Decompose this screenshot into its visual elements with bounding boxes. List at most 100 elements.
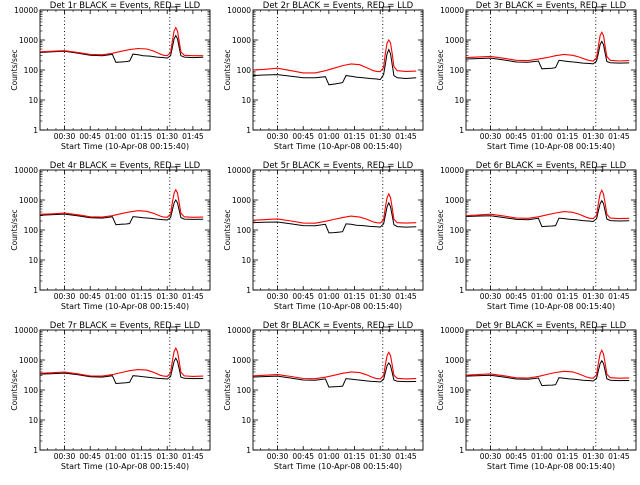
y-tick-label: 10000 <box>227 166 251 175</box>
y-tick-label: 1000 <box>19 196 38 205</box>
events-series-line <box>253 48 417 86</box>
y-tick-label: 1000 <box>232 196 251 205</box>
x-tick-label: 01:00 <box>105 452 127 461</box>
events-series-line <box>253 201 417 234</box>
x-tick-label: 01:45 <box>182 132 204 141</box>
y-tick-label: 100 <box>450 226 465 235</box>
lld-series-line <box>40 26 204 57</box>
y-tick-label: 1 <box>246 286 251 295</box>
x-tick-label: 00:45 <box>505 292 527 301</box>
interval-marker <box>169 326 178 332</box>
y-axis-label: Counts/sec <box>10 49 19 90</box>
plot-frame <box>465 169 637 291</box>
y-axis-label: Counts/sec <box>436 49 445 90</box>
detector-panel: Det 6r BLACK = Events, RED = LLD 1 10 100 10… <box>436 161 637 311</box>
x-tick-label: 01:00 <box>531 132 553 141</box>
plot-frame <box>252 329 424 451</box>
y-tick-label: 1000 <box>232 36 251 45</box>
y-tick-label: 10000 <box>440 326 464 335</box>
y-tick-label: 100 <box>237 66 252 75</box>
x-axis-label: Start Time (10-Apr-08 00:15:40) <box>487 462 615 471</box>
x-tick-label: 00:45 <box>79 292 101 301</box>
panel-title: Det 7r BLACK = Events, RED = LLD <box>50 321 201 331</box>
y-axis-label: Counts/sec <box>223 49 232 90</box>
x-tick-label: 01:30 <box>582 452 604 461</box>
panel-title: Det 3r BLACK = Events, RED = LLD <box>476 1 627 11</box>
detector-panel: Det 3r BLACK = Events, RED = LLD 1 10 100 10… <box>436 1 637 151</box>
detector-panel: Det 5r BLACK = Events, RED = LLD 1 10 100 10… <box>223 161 424 311</box>
y-tick-label: 10 <box>454 256 464 265</box>
y-tick-label: 10000 <box>440 6 464 15</box>
x-tick-label: 01:15 <box>344 452 366 461</box>
x-tick-label: 00:30 <box>54 452 76 461</box>
y-tick-label: 100 <box>450 66 465 75</box>
x-tick-label: 01:30 <box>156 292 178 301</box>
x-tick-label: 01:15 <box>131 132 153 141</box>
x-tick-label: 01:45 <box>608 292 630 301</box>
events-series-line <box>466 199 630 228</box>
y-tick-label: 100 <box>237 226 252 235</box>
detector-panel: Det 7r BLACK = Events, RED = LLD 1 10 100 10… <box>10 321 211 471</box>
y-tick-label: 1 <box>33 126 38 135</box>
x-tick-label: 01:15 <box>344 292 366 301</box>
panel-title: Det 8r BLACK = Events, RED = LLD <box>263 321 414 331</box>
y-tick-label: 1 <box>246 126 251 135</box>
panel-title: Det 2r BLACK = Events, RED = LLD <box>263 1 414 11</box>
x-axis-label: Start Time (10-Apr-08 00:15:40) <box>274 302 402 311</box>
interval-marker <box>382 326 391 332</box>
x-tick-label: 01:15 <box>557 292 579 301</box>
interval-marker <box>382 166 391 172</box>
x-tick-label: 01:15 <box>131 452 153 461</box>
detector-panel: Det 2r BLACK = Events, RED = LLD 1 10 100 10… <box>223 1 424 151</box>
panel-title: Det 4r BLACK = Events, RED = LLD <box>50 161 201 171</box>
y-axis-label: Counts/sec <box>436 369 445 410</box>
events-series-line <box>253 361 417 388</box>
y-tick-label: 1000 <box>232 356 251 365</box>
x-tick-label: 01:00 <box>531 452 553 461</box>
x-tick-label: 01:45 <box>395 132 417 141</box>
x-tick-label: 01:00 <box>318 452 340 461</box>
x-tick-label: 00:45 <box>505 132 527 141</box>
y-tick-label: 1 <box>33 446 38 455</box>
y-axis-label: Counts/sec <box>223 369 232 410</box>
x-tick-label: 01:30 <box>582 132 604 141</box>
y-tick-label: 10 <box>241 256 251 265</box>
y-tick-label: 1000 <box>445 356 464 365</box>
panel-title: Det 1r BLACK = Events, RED = LLD <box>50 1 201 11</box>
interval-marker <box>595 6 604 12</box>
plot-frame <box>252 9 424 131</box>
y-tick-label: 1000 <box>19 36 38 45</box>
y-tick-label: 1 <box>459 286 464 295</box>
y-tick-label: 10000 <box>14 166 38 175</box>
x-axis-label: Start Time (10-Apr-08 00:15:40) <box>61 142 189 151</box>
x-tick-label: 01:45 <box>182 452 204 461</box>
x-tick-label: 00:45 <box>79 132 101 141</box>
x-tick-label: 00:45 <box>292 452 314 461</box>
interval-marker <box>595 166 604 172</box>
y-tick-label: 10 <box>241 96 251 105</box>
lld-series-line <box>466 31 630 62</box>
lld-series-line <box>253 351 417 380</box>
x-tick-label: 01:00 <box>318 292 340 301</box>
panel-title: Det 5r BLACK = Events, RED = LLD <box>263 161 414 171</box>
x-tick-label: 00:45 <box>505 452 527 461</box>
y-tick-label: 100 <box>237 386 252 395</box>
x-tick-label: 01:45 <box>395 452 417 461</box>
x-tick-label: 01:45 <box>608 132 630 141</box>
x-tick-label: 00:30 <box>480 452 502 461</box>
lld-series-line <box>253 38 417 74</box>
x-tick-label: 01:45 <box>395 292 417 301</box>
events-series-line <box>40 357 204 385</box>
plot-frame <box>465 9 637 131</box>
x-axis-label: Start Time (10-Apr-08 00:15:40) <box>487 302 615 311</box>
lld-series-line <box>253 192 417 224</box>
plot-frame <box>39 329 211 451</box>
y-tick-label: 10 <box>28 96 38 105</box>
x-tick-label: 01:15 <box>557 132 579 141</box>
y-tick-label: 100 <box>24 386 39 395</box>
lld-series-line <box>40 188 204 218</box>
x-tick-label: 00:30 <box>480 132 502 141</box>
x-tick-label: 01:00 <box>105 132 127 141</box>
x-axis-label: Start Time (10-Apr-08 00:15:40) <box>487 142 615 151</box>
